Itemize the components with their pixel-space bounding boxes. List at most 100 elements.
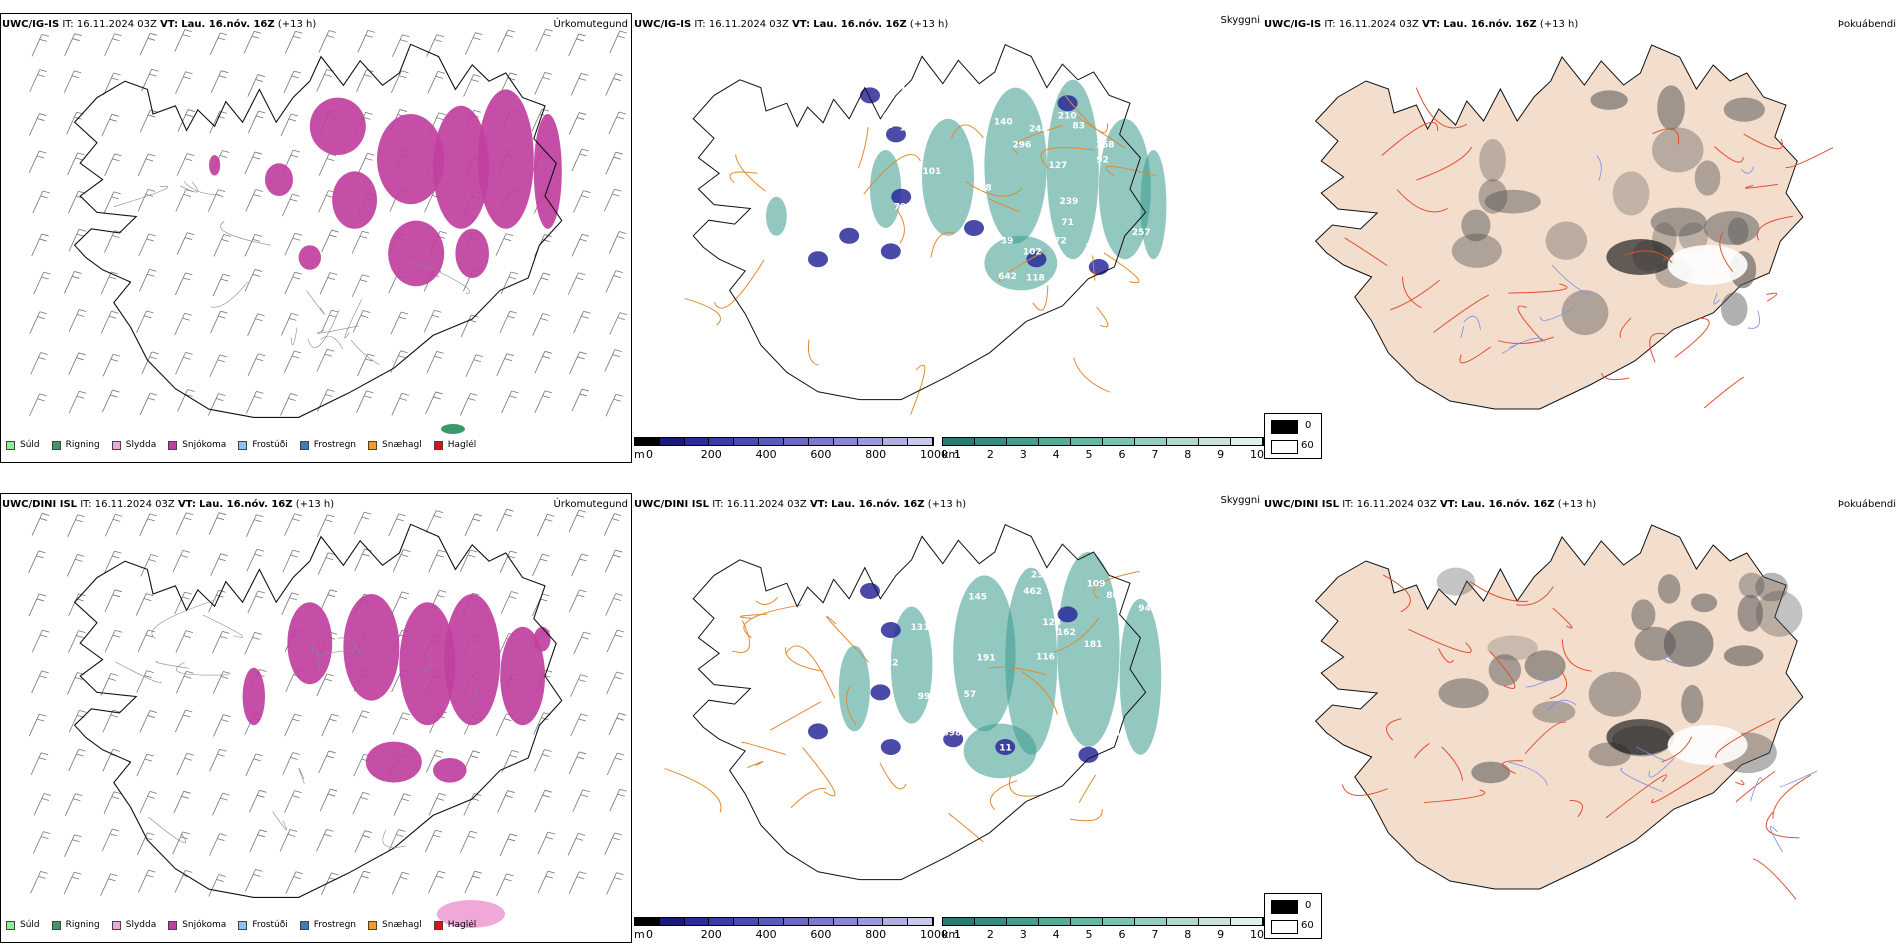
cloud-base-value: 123 [1042, 618, 1061, 628]
low-visibility-area [953, 575, 1016, 732]
cloud-base-value: 898 [943, 729, 962, 739]
legend-swatch [51, 920, 61, 930]
low-visibility-area [1119, 598, 1162, 755]
coastline [73, 523, 563, 898]
cloud-base-value: 143 [911, 573, 930, 583]
snow-area [365, 741, 422, 783]
fog-index-area [1612, 171, 1650, 216]
legend-label: Frostúði [252, 920, 288, 930]
cloud-base-spot [1088, 259, 1109, 275]
legend-label: Frostúði [252, 440, 288, 450]
precip-type-header-top: UWC/IG-IS IT: 16.11.2024 03Z VT: Lau. 16… [0, 13, 632, 33]
fog-index-area [1755, 590, 1803, 637]
cloud-base-value: 168 [1085, 242, 1104, 252]
cloud-base-value: 248 [1029, 125, 1048, 135]
colorbar-tick: 1000 [920, 928, 948, 941]
coastline [73, 43, 563, 418]
land-area [1314, 44, 1804, 410]
fog-index-area [1720, 292, 1748, 326]
precip-legend-item: Frostregn [299, 920, 356, 930]
cloud-base-value: 162 [1057, 628, 1076, 638]
colorbar-unit: km [942, 448, 960, 461]
legend-label: Haglél [447, 440, 477, 450]
legend-swatch [51, 440, 61, 450]
colorbar-tick: 8 [1184, 448, 1192, 461]
panel-title: UWC/IG-IS IT: 16.11.2024 03Z VT: Lau. 16… [634, 19, 949, 30]
fog-index-area [1727, 217, 1749, 246]
snow-area [265, 163, 293, 197]
cloud-base-value: 11 [999, 744, 1012, 754]
fog-index-area [1606, 239, 1675, 275]
colorbar-tick: 2 [986, 928, 994, 941]
low-visibility-area [1046, 79, 1099, 260]
colorbar-unit: m [634, 448, 645, 461]
snow-area [287, 602, 333, 685]
colorbar-tick: 1 [954, 928, 961, 941]
legend-label: Súld [20, 920, 40, 930]
colorbar-tick: 10 [1250, 448, 1264, 461]
legend-max: 60 [1301, 920, 1314, 931]
cloud-base-value: 128 [881, 601, 900, 611]
fog-index-area [1690, 593, 1718, 613]
cloud-base-spot [880, 739, 901, 755]
legend-swatch [111, 920, 121, 930]
cloud-base-value: 109 [1087, 579, 1106, 589]
cloud-base-map-top: 296 488 499 168 642 140 118 210 101 790 168 248 239 1… [684, 44, 1167, 415]
fog-index-area [1723, 97, 1765, 122]
precip-legend-item: Frostúði [238, 440, 288, 450]
snow-area [209, 155, 221, 176]
fog-index-area [1681, 684, 1704, 724]
legend-label: Frostregn [313, 440, 357, 450]
colorbar-tick: 800 [865, 448, 887, 461]
cloud-base-value: 39 [1001, 236, 1014, 246]
cloud-cover-map-top [1314, 44, 1834, 410]
legend-swatch [6, 440, 15, 450]
legend-swatch [299, 920, 309, 930]
sleet-area [437, 900, 505, 928]
legend-swatch [238, 920, 248, 930]
snow-area [343, 594, 400, 701]
colorbar-tick: 1 [954, 448, 961, 461]
snow-area [477, 89, 534, 229]
cloud-base-value: 488 [1086, 250, 1105, 260]
cloud-base-value: 191 [977, 653, 996, 663]
fog-index-area [1484, 189, 1541, 214]
colorbar-tick: 6 [1118, 448, 1126, 461]
precip-legend-item: Haglél [433, 920, 476, 930]
cloud-base-spot [891, 188, 912, 205]
colorbar-tick: 600 [810, 448, 832, 461]
snow-area [309, 97, 366, 155]
snow-area [533, 113, 562, 229]
cloud-base-spot [995, 739, 1016, 755]
precip-type-legend-bottom: Súld Rigning Slydda Snjókoma Frostúði Frostre… [6, 920, 488, 930]
fog-index-area [1590, 90, 1628, 110]
land-area [1314, 524, 1804, 890]
cloud-base-spot [886, 126, 906, 143]
legend-swatch-min [1271, 420, 1298, 434]
colorbar-tick: 200 [700, 928, 722, 941]
colorbar-tick: 200 [700, 448, 722, 461]
panel-title: UWC/IG-IS IT: 16.11.2024 03Z VT: Lau. 16… [1264, 19, 1579, 30]
colorbar-tick: 7 [1151, 448, 1159, 461]
cloud-base-value: 239 [1059, 197, 1078, 207]
precip-type-header-bottom: UWC/DINI ISL IT: 16.11.2024 03Z VT: Lau.… [0, 493, 632, 513]
cloud-base-value: 440 [878, 732, 897, 742]
fog-index-area [1561, 290, 1609, 336]
precip-legend-item: Súld [6, 920, 40, 930]
colorbar-tick: 8 [1184, 928, 1192, 941]
snow-area [332, 171, 377, 229]
fog-index-area [1438, 678, 1489, 709]
colorbar-tick: 4 [1052, 928, 1060, 941]
cloud-base-map-bottom: 462 237 941 145 162 128 143 191 123 84 309 122 440 89… [664, 524, 1162, 881]
legend-min: 0 [1305, 420, 1312, 431]
colorbar-tick: 0 [646, 448, 653, 461]
legend-label: Slydda [125, 440, 157, 450]
snow-area [533, 626, 551, 652]
cloud-base-value: 131 [911, 623, 930, 633]
fog-index-legend: 0 60 [1264, 413, 1322, 459]
fog-index-area [1588, 671, 1642, 717]
cloud-base-value: 145 [968, 592, 987, 602]
cloud-base-spot [880, 622, 901, 638]
fog-index-area [1545, 221, 1588, 260]
colorbar-tick: 10 [1250, 928, 1264, 941]
